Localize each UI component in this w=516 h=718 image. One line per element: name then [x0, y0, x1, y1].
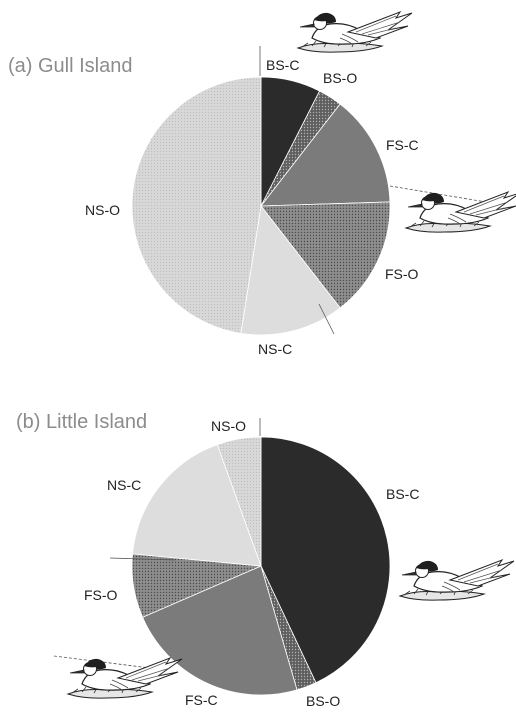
leader-line: [389, 185, 493, 204]
slice-label-ns-o: NS-O: [85, 202, 120, 218]
pie-chart-gull-island: [131, 76, 391, 336]
slice-label-bs-c: BS-C: [266, 57, 299, 73]
pie-slice-ns-o: [131, 76, 262, 334]
slice-label-ns-o: NS-O: [211, 418, 246, 434]
slice-labels-gull-island: BS-C BS-O FS-C FS-O NS-C NS-O: [85, 57, 419, 357]
pie-slice-ns-c: [132, 444, 262, 567]
slice-label-fs-o: FS-O: [84, 587, 118, 603]
slice-label-fs-c: FS-C: [185, 692, 218, 708]
slice-label-ns-c: NS-C: [107, 477, 141, 493]
slice-label-bs-o: BS-O: [323, 70, 357, 86]
chart-title-little-island: (b) Little Island: [16, 411, 147, 433]
leader-line: [53, 655, 151, 669]
pie-slice-ns-o: [216, 436, 262, 567]
slice-label-fs-o: FS-O: [385, 266, 419, 282]
tern-on-nest-icon: [67, 657, 183, 699]
tern-on-nest-icon: [297, 11, 413, 53]
pie-slice-fs-c: [260, 103, 391, 207]
pie-slice-bs-c: [260, 436, 391, 684]
pie-slice-ns-c: [240, 205, 341, 336]
slice-label-fs-c: FS-C: [386, 137, 419, 153]
slice-labels-little-island: BS-C BS-O FS-C FS-O NS-C NS-O: [84, 418, 419, 709]
pie-chart-little-island: [131, 436, 391, 696]
chart-title-gull-island: (a) Gull Island: [8, 55, 133, 77]
pie-slice-fs-o: [260, 201, 391, 309]
leader-line: [109, 557, 176, 561]
leader-line: [318, 303, 335, 335]
slice-label-bs-o: BS-O: [306, 693, 340, 709]
slice-label-ns-c: NS-C: [258, 341, 292, 357]
tern-on-nest-icon: [399, 559, 515, 601]
slice-label-bs-c: BS-C: [386, 486, 419, 502]
pie-slice-fs-c: [142, 565, 298, 696]
